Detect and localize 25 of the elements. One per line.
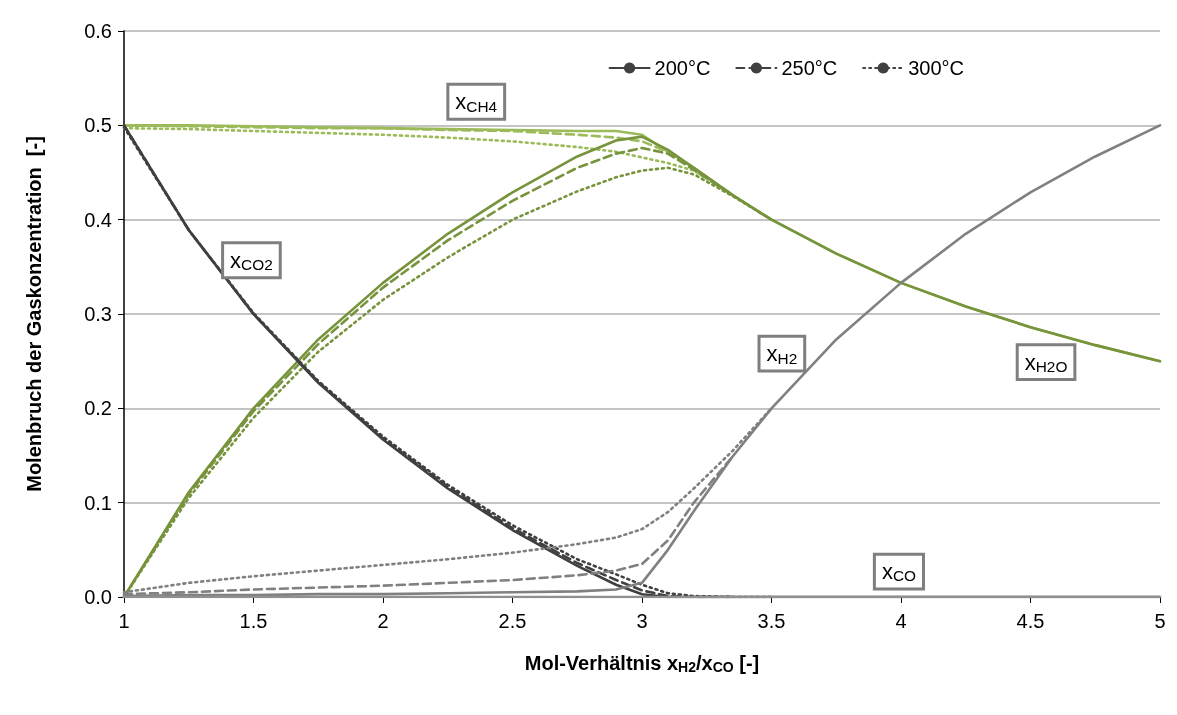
- y-tick-label: 0.4: [84, 208, 112, 231]
- annotation: xCO2: [230, 247, 273, 274]
- annotation: xH2: [766, 341, 798, 367]
- x-tick-label: 4: [895, 610, 907, 632]
- annotation: xCO: [881, 559, 916, 585]
- y-tick-label: 0.5: [84, 114, 112, 137]
- y-tick-label: 0.3: [84, 303, 112, 325]
- x-tick-label: 2: [377, 610, 389, 632]
- x-tick-label: 5: [1154, 610, 1166, 632]
- x-tick-label: 3: [636, 610, 648, 632]
- x-tick-label: 2.5: [498, 610, 527, 632]
- annotation: xCH4: [455, 89, 498, 115]
- legend-label: 250°C: [781, 57, 838, 79]
- x-tick-label: 1: [118, 610, 130, 632]
- legend-label: 300°C: [908, 57, 964, 79]
- legend-label: 200°C: [654, 57, 711, 79]
- x-tick-label: 4.5: [1016, 610, 1045, 632]
- x-tick-label: 3.5: [757, 610, 786, 632]
- y-tick-label: 0.0: [84, 586, 112, 608]
- y-tick-label: 0.2: [84, 397, 112, 420]
- x-tick-label: 1.5: [239, 610, 268, 632]
- y-axis-title: Molenbruch der Gaskonzentration [-]: [23, 136, 45, 492]
- y-tick-label: 0.6: [84, 20, 112, 42]
- y-tick-label: 0.1: [84, 491, 112, 514]
- annotation: xH2O: [1024, 349, 1068, 376]
